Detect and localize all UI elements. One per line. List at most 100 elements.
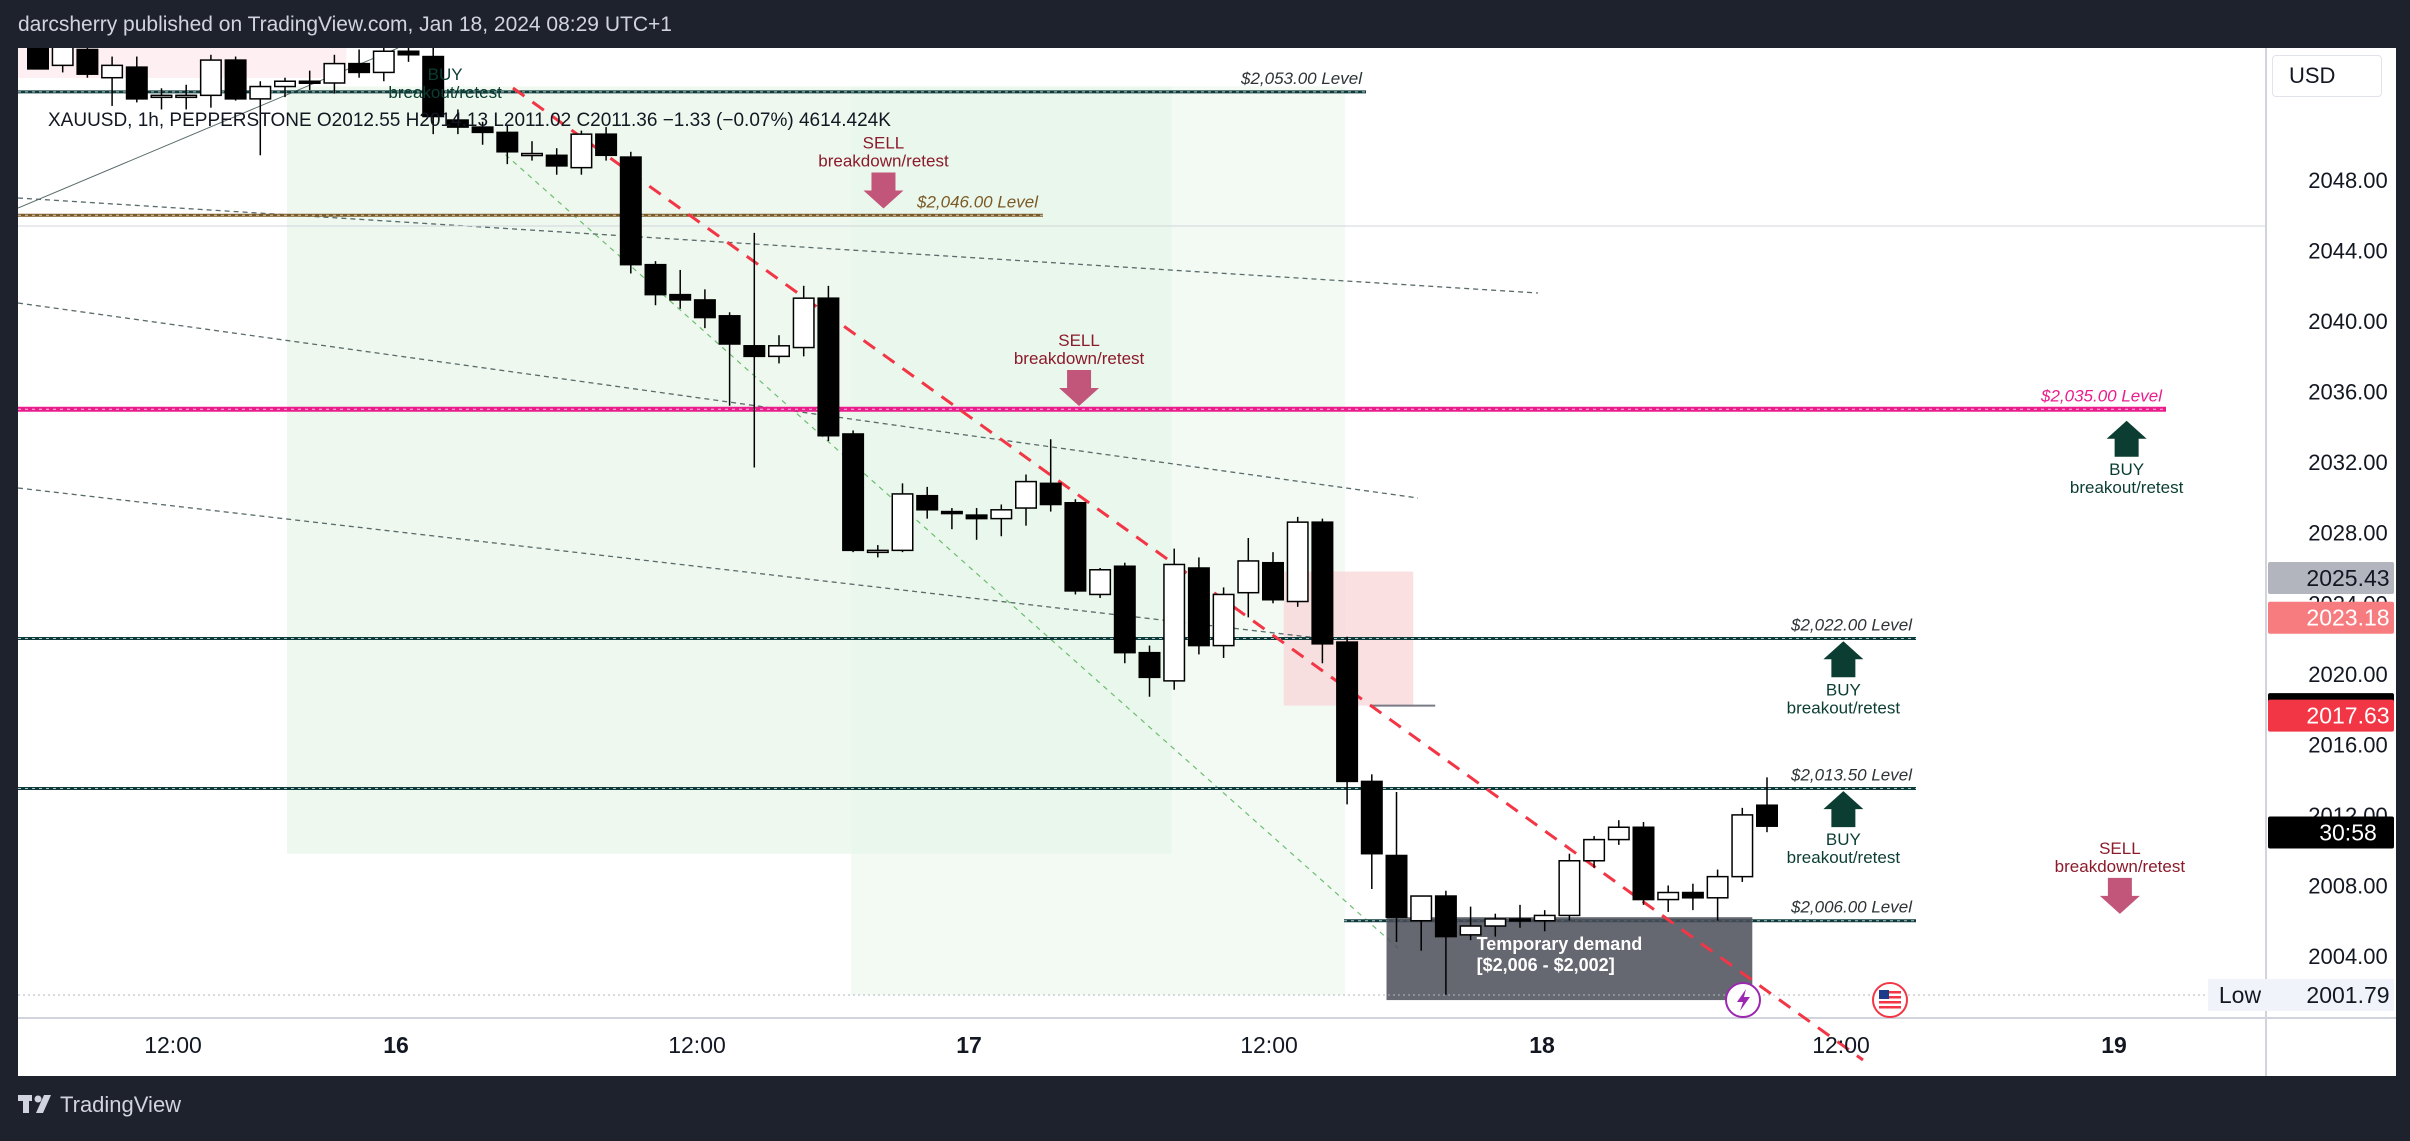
annotation-line1-3: BUY [2109, 460, 2144, 479]
candle-body [768, 345, 790, 358]
arrow-up-icon [1823, 791, 1864, 828]
trendline-dashed-2 [18, 302, 1419, 499]
candle-body [1187, 567, 1210, 647]
level-label-4: $2,013.50 Level [1790, 765, 1913, 784]
price-tag [2268, 562, 2394, 595]
top-bar: darcsherry published on TradingView.com,… [0, 0, 2410, 48]
candle-body [150, 94, 173, 99]
x-tick-label: 12:00 [144, 1032, 202, 1058]
annotation-line2-1: breakdown/retest [818, 151, 949, 170]
level-label-2: $2,035.00 Level [2040, 386, 2163, 405]
candle-body [51, 48, 74, 67]
candle-body [990, 509, 1013, 520]
candle-body [1533, 914, 1556, 922]
candle-body [1706, 875, 1729, 899]
candle-body [521, 152, 543, 157]
chart-area[interactable]: $2,053.00 Level $2,046.00 Level $2,035.00 … [18, 48, 2396, 1076]
x-tick-label: 18 [1529, 1032, 1555, 1058]
annotation-line1-0: BUY [428, 65, 463, 84]
annotation-line1-2: SELL [1058, 331, 1100, 350]
us-flag-icon[interactable] [1872, 982, 1908, 1018]
candle-body [1731, 814, 1754, 878]
candle-body [891, 493, 914, 552]
x-tick-label: 17 [956, 1032, 982, 1058]
candle-body [125, 66, 148, 100]
y-tick-label: 2020.00 [2308, 662, 2388, 687]
y-tick-label: 2036.00 [2308, 380, 2388, 405]
candle-body [1064, 501, 1087, 592]
candle-body [249, 85, 272, 100]
candle-body [1632, 826, 1655, 901]
x-tick-label: 12:00 [1812, 1032, 1870, 1058]
level-label-0: $2,053.00 Level [1240, 69, 1363, 88]
annotation-line1-6: SELL [2099, 839, 2141, 858]
arrow-down-icon [1059, 369, 1100, 406]
candle-body [1607, 826, 1630, 841]
flag-canton [1879, 990, 1889, 999]
candle-body [595, 133, 618, 157]
trendline-dashed-3 [18, 487, 1319, 639]
annotation-line2-6: breakdown/retest [2055, 857, 2186, 876]
arrow-down-icon [2099, 877, 2140, 914]
candle-body [496, 131, 519, 153]
y-tick-label: 2048.00 [2308, 168, 2388, 193]
candle-body [940, 510, 963, 515]
bottom-bar [0, 1076, 2410, 1141]
currency-button[interactable]: USD [2272, 55, 2382, 97]
annotation-line1-4: BUY [1826, 680, 1861, 699]
arrow-up-icon [2106, 420, 2147, 457]
candle-body [545, 154, 568, 167]
candle-body [101, 64, 124, 79]
candle-body [1657, 891, 1680, 901]
candle-body [175, 94, 198, 99]
candle-body [1138, 651, 1161, 679]
flag-stripe [1879, 1006, 1901, 1009]
lightning-glyph [1737, 989, 1750, 1011]
y-tick-label: 2040.00 [2308, 309, 2388, 334]
annotation-line1-1: SELL [863, 133, 905, 152]
candle-body [27, 48, 49, 70]
candle-body [1015, 480, 1037, 509]
level-label-1: $2,046.00 Level [916, 192, 1039, 211]
demand-zone-label-2: [$2,006 - $2,002] [1477, 955, 1615, 975]
price-tag [2268, 816, 2394, 849]
y-tick-label: 2032.00 [2308, 450, 2388, 475]
y-tick-label: 2016.00 [2308, 732, 2388, 757]
x-tick-label: 16 [383, 1032, 409, 1058]
candle-body [842, 433, 865, 552]
candle-body [1434, 895, 1457, 938]
candle-body [76, 48, 99, 75]
flag-stripe [1879, 996, 1901, 999]
candle-body [570, 133, 593, 169]
candle-body [422, 55, 445, 118]
candle-body [1385, 854, 1408, 918]
candle-body [348, 62, 371, 74]
tradingview-logo[interactable]: TradingView [18, 1092, 181, 1118]
price-tag [2268, 601, 2394, 634]
candle-body [1360, 780, 1383, 855]
chart-svg[interactable]: $2,053.00 Level $2,046.00 Level $2,035.00 … [18, 48, 2396, 1076]
price-tag-label: 2017.63 [2306, 703, 2389, 729]
arrow-up-icon [1823, 641, 1864, 678]
price-axis-background [2266, 48, 2396, 1076]
candle-body [298, 80, 321, 84]
candle-body [397, 50, 420, 56]
candle-body [817, 297, 840, 437]
candle-body [1163, 563, 1186, 682]
candle-body [916, 494, 939, 511]
tradingview-brand-text: TradingView [60, 1092, 182, 1117]
price-tag-label: 2023.18 [2306, 605, 2389, 631]
x-tick-label: 12:00 [1240, 1032, 1298, 1058]
annotation-line1-5: BUY [1826, 830, 1861, 849]
x-tick-label: 12:00 [668, 1032, 726, 1058]
price-tag [2268, 699, 2394, 732]
arrow-down-icon [863, 172, 904, 209]
candle-body [1509, 918, 1531, 922]
candle-body [1113, 565, 1136, 654]
low-marker-label: Low [2219, 982, 2262, 1008]
candle-body [1212, 593, 1235, 647]
candle-body [1583, 838, 1606, 862]
candle-body [718, 315, 741, 345]
low-marker-bg [2208, 978, 2394, 1011]
price-tag-label: 30:58 [2319, 820, 2377, 846]
